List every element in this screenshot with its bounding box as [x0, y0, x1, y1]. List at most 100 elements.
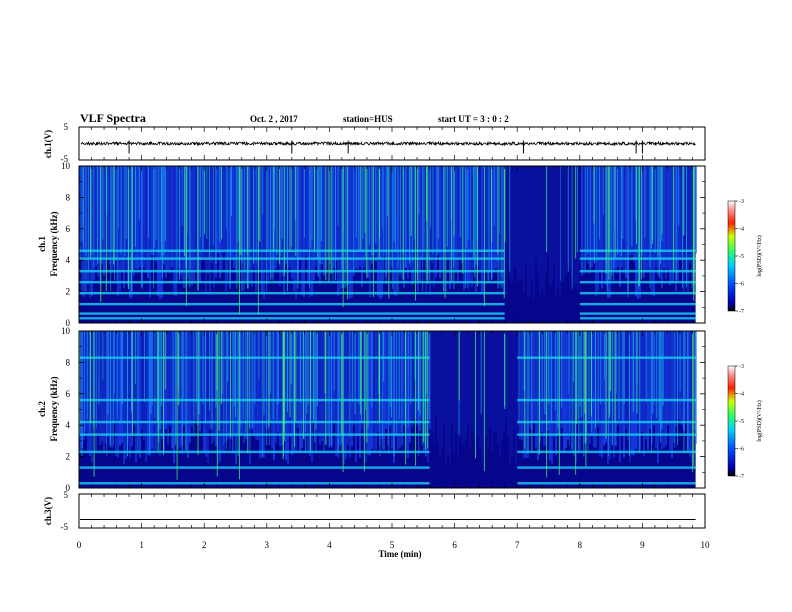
sferic-streak	[257, 166, 259, 315]
noise-streak	[622, 166, 624, 240]
noise-column	[525, 166, 527, 267]
noise-streak	[472, 166, 474, 258]
sferic-streak	[289, 166, 291, 253]
noise-streak	[501, 166, 503, 288]
noise-streak	[237, 166, 239, 242]
y-tick-label: 2	[66, 452, 71, 462]
sferic-streak	[324, 331, 326, 394]
noise-column	[651, 331, 653, 445]
noise-streak	[107, 331, 109, 415]
noise-column	[369, 331, 371, 456]
noise-column	[685, 331, 687, 420]
sferic-streak	[673, 166, 675, 273]
harmonic-band	[79, 398, 430, 402]
noise-column	[479, 331, 481, 448]
noise-column	[311, 166, 313, 296]
noise-streak	[266, 166, 268, 291]
y-tick-label: 0	[66, 318, 71, 328]
noise-streak	[138, 166, 140, 220]
noise-column	[401, 331, 403, 446]
noise-streak	[375, 166, 377, 243]
noise-column	[535, 166, 537, 260]
sferic-streak	[614, 331, 616, 423]
noise-column	[537, 166, 539, 273]
noise-streak	[309, 166, 310, 289]
sferic-streak	[79, 331, 81, 434]
noise-column	[267, 331, 269, 431]
noise-streak	[198, 331, 200, 415]
noise-column	[463, 331, 465, 447]
noise-streak	[281, 166, 283, 240]
noise-column	[321, 331, 323, 442]
harmonic-band	[579, 312, 696, 315]
noise-column	[97, 331, 99, 434]
noise-column	[287, 331, 289, 464]
noise-column	[183, 166, 185, 289]
noise-streak	[554, 331, 556, 411]
harmonic-band	[79, 317, 505, 320]
sferic-streak	[294, 331, 296, 447]
sferic-streak	[610, 331, 612, 392]
noise-column	[145, 331, 147, 462]
noise-streak	[567, 166, 569, 272]
noise-streak	[209, 331, 210, 411]
noise-streak	[383, 331, 385, 382]
noise-column	[569, 166, 571, 267]
noise-column	[491, 331, 493, 452]
noise-column	[107, 166, 109, 260]
ch2-colorbar-scale	[727, 365, 736, 477]
noise-column	[271, 166, 273, 279]
noise-column	[521, 331, 523, 441]
noise-streak	[678, 166, 680, 226]
noise-column	[421, 331, 423, 420]
noise-streak	[613, 166, 615, 281]
noise-column	[589, 331, 591, 444]
noise-column	[235, 166, 237, 273]
x-tick-label: 5	[390, 540, 395, 550]
sferic-streak	[131, 166, 133, 271]
sferic-streak	[417, 331, 419, 411]
sferic-streak	[178, 331, 180, 406]
noise-streak	[328, 331, 330, 448]
noise-column	[557, 166, 559, 288]
harmonic-band	[79, 482, 430, 485]
noise-streak	[114, 166, 115, 281]
noise-column	[403, 331, 405, 426]
sferic-streak	[608, 166, 610, 253]
harmonic-band	[79, 302, 505, 306]
noise-column	[151, 166, 153, 256]
noise-streak	[314, 331, 316, 443]
noise-streak	[579, 331, 581, 407]
sferic-streak	[204, 166, 206, 235]
noise-column	[543, 331, 545, 447]
noise-column	[673, 331, 675, 443]
noise-streak	[287, 166, 288, 292]
noise-streak	[225, 331, 227, 450]
noise-column	[175, 166, 177, 297]
noise-streak	[176, 166, 178, 283]
noise-streak	[608, 331, 609, 456]
noise-column	[663, 166, 665, 268]
noise-column	[189, 331, 191, 443]
ch2-spectrogram-ylabel-channel: ch.2	[37, 401, 47, 417]
noise-streak	[428, 331, 430, 420]
x-tick-label: 1	[139, 540, 144, 550]
noise-column	[129, 331, 131, 458]
noise-column	[243, 331, 245, 444]
noise-streak	[365, 331, 366, 411]
noise-streak	[88, 166, 89, 271]
noise-streak	[419, 331, 421, 415]
noise-column	[671, 166, 673, 283]
ch1-waveform-ytick-bottom: -5	[61, 154, 69, 164]
noise-column	[321, 166, 323, 265]
noise-column	[601, 331, 603, 458]
noise-streak	[632, 331, 634, 412]
sferic-streak	[157, 331, 159, 451]
noise-streak	[644, 166, 646, 238]
noise-column	[601, 166, 603, 289]
noise-streak	[206, 166, 208, 240]
panel-ch2-spectrogram: 0 2 4 6 8 10 ch.2 Frequency (kHz) -3 -4 -5 -6 -7 …	[37, 326, 763, 493]
sferic-streak	[476, 166, 478, 287]
noise-column	[477, 166, 479, 267]
sferic-streak	[90, 166, 92, 259]
